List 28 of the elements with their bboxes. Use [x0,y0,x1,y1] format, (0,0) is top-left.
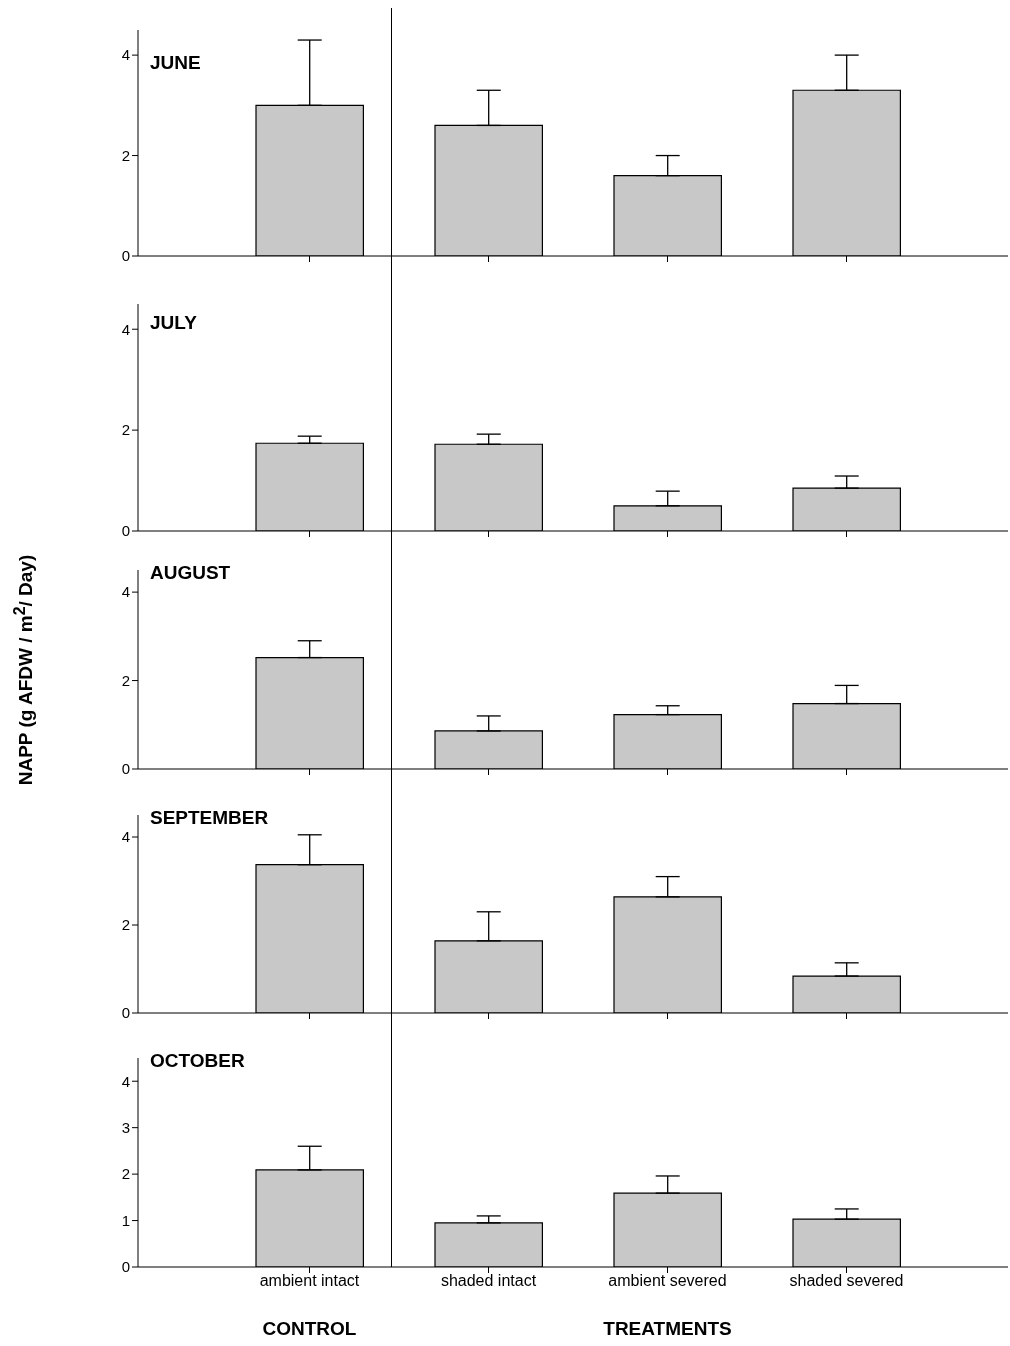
chart-title: SEPTEMBER [150,807,269,829]
x-tick-label: shaded severed [789,1272,904,1290]
y-tick-label: 0 [121,522,130,540]
y-tick-label: 4 [121,583,130,601]
chart-title: OCTOBER [150,1050,245,1072]
y-tick-label: 2 [121,1165,130,1183]
x-tick-label: shaded intact [440,1272,537,1290]
y-tick-label: 4 [121,828,130,846]
chart-title: JULY [150,312,197,334]
y-tick-label: 2 [121,671,130,689]
x-tick-label: ambient severed [608,1272,727,1290]
y-tick-label: 3 [121,1118,130,1136]
y-tick-label: 2 [121,421,130,439]
y-tick-label: 0 [121,1004,130,1022]
y-tick-label: 4 [121,320,130,338]
text: JUNE [150,52,201,74]
y-tick-label: 4 [121,1072,130,1090]
text: CONTROL [262,1318,357,1340]
y-tick-label: 4 [121,46,130,64]
y-tick-label: 2 [121,916,130,934]
text: TREATMENTS [603,1318,732,1340]
x-tick-label: ambient intact [259,1272,360,1290]
y-tick-label: 0 [121,1258,130,1276]
y-tick-label: 1 [121,1211,130,1229]
y-tick-label: 0 [121,247,130,265]
y-tick-label: 2 [121,146,130,164]
y-tick-label: 0 [121,760,130,778]
chart-title: AUGUST [150,562,231,584]
